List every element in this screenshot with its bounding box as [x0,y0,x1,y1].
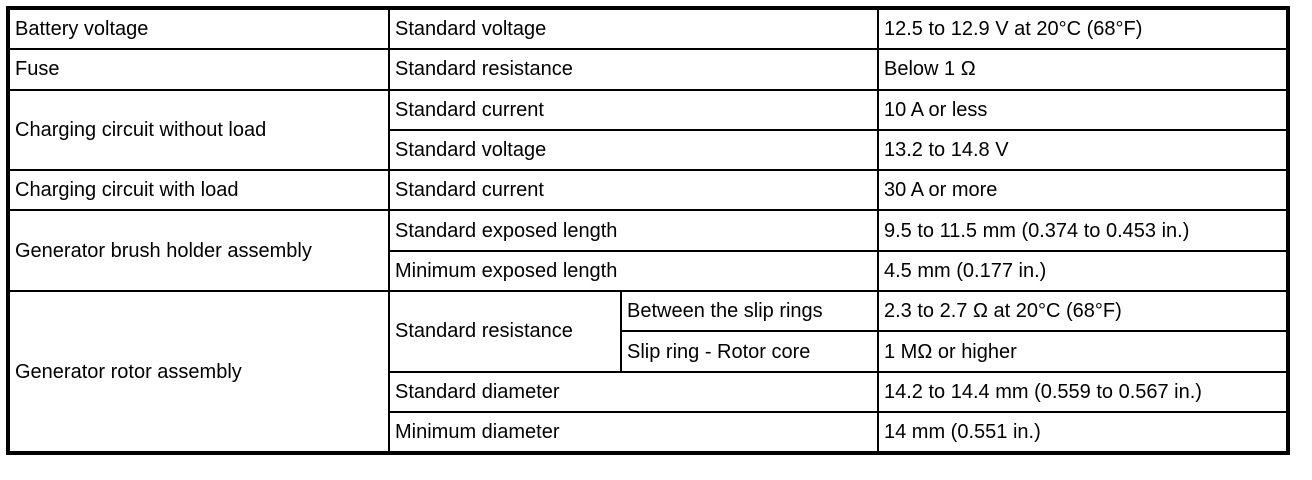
table-row: Generator rotor assembly Standard resist… [7,290,1289,455]
item-cell: Charging circuit with load [7,169,390,212]
condition-cell: Minimum diameter [388,410,879,455]
table-row: Charging circuit with load Standard curr… [7,169,1289,212]
table-row: Standard diameter 14.2 to 14.4 mm (0.559… [8,370,1289,413]
table-row: Charging circuit without load Standard c… [7,88,1289,172]
value-cell: 13.2 to 14.8 V [877,128,1289,172]
table-row: Battery voltage Standard voltage 12.5 to… [7,6,1289,51]
subcondition-cell: Slip ring - Rotor core [620,330,879,373]
value-cell: 12.5 to 12.9 V at 20°C (68°F) [877,6,1289,51]
value-cell: 4.5 mm (0.177 in.) [877,249,1289,293]
condition-cell: Standard diameter [388,370,879,413]
subcondition-cell: Between the slip rings [620,290,879,333]
item-cell: Generator brush holder assembly [7,209,390,293]
value-cell: 14 mm (0.551 in.) [877,410,1289,455]
table-row: Slip ring - Rotor core 1 MΩ or higher [8,330,1289,373]
condition-cell: Standard exposed length [388,209,879,252]
value-cell: 1 MΩ or higher [877,330,1289,373]
specification-table: Battery voltage Standard voltage 12.5 to… [6,6,1290,456]
value-cell: 14.2 to 14.4 mm (0.559 to 0.567 in.) [877,370,1289,413]
table-row: Fuse Standard resistance Below 1 Ω [7,48,1289,91]
value-cell: 9.5 to 11.5 mm (0.374 to 0.453 in.) [877,209,1289,252]
table-row: Standard voltage 13.2 to 14.8 V [8,128,1289,172]
item-cell: Fuse [7,48,390,91]
value-cell: Below 1 Ω [877,48,1289,91]
condition-cell: Standard resistance [388,290,622,373]
item-cell: Charging circuit without load [7,88,390,172]
condition-cell: Standard voltage [388,128,879,172]
table-row: Minimum diameter 14 mm (0.551 in.) [8,410,1289,455]
table-row: Minimum exposed length 4.5 mm (0.177 in.… [8,249,1289,293]
condition-cell: Standard current [388,169,879,212]
condition-cell: Standard voltage [388,6,879,51]
condition-cell: Standard resistance [388,48,879,91]
value-cell: 10 A or less [877,88,1289,131]
table-row: Generator brush holder assembly Standard… [7,209,1289,293]
item-cell: Generator rotor assembly [7,290,390,455]
value-cell: 2.3 to 2.7 Ω at 20°C (68°F) [877,290,1289,333]
condition-cell: Standard current [388,88,879,131]
item-cell: Battery voltage [7,6,390,51]
condition-cell: Minimum exposed length [388,249,879,293]
value-cell: 30 A or more [877,169,1289,212]
